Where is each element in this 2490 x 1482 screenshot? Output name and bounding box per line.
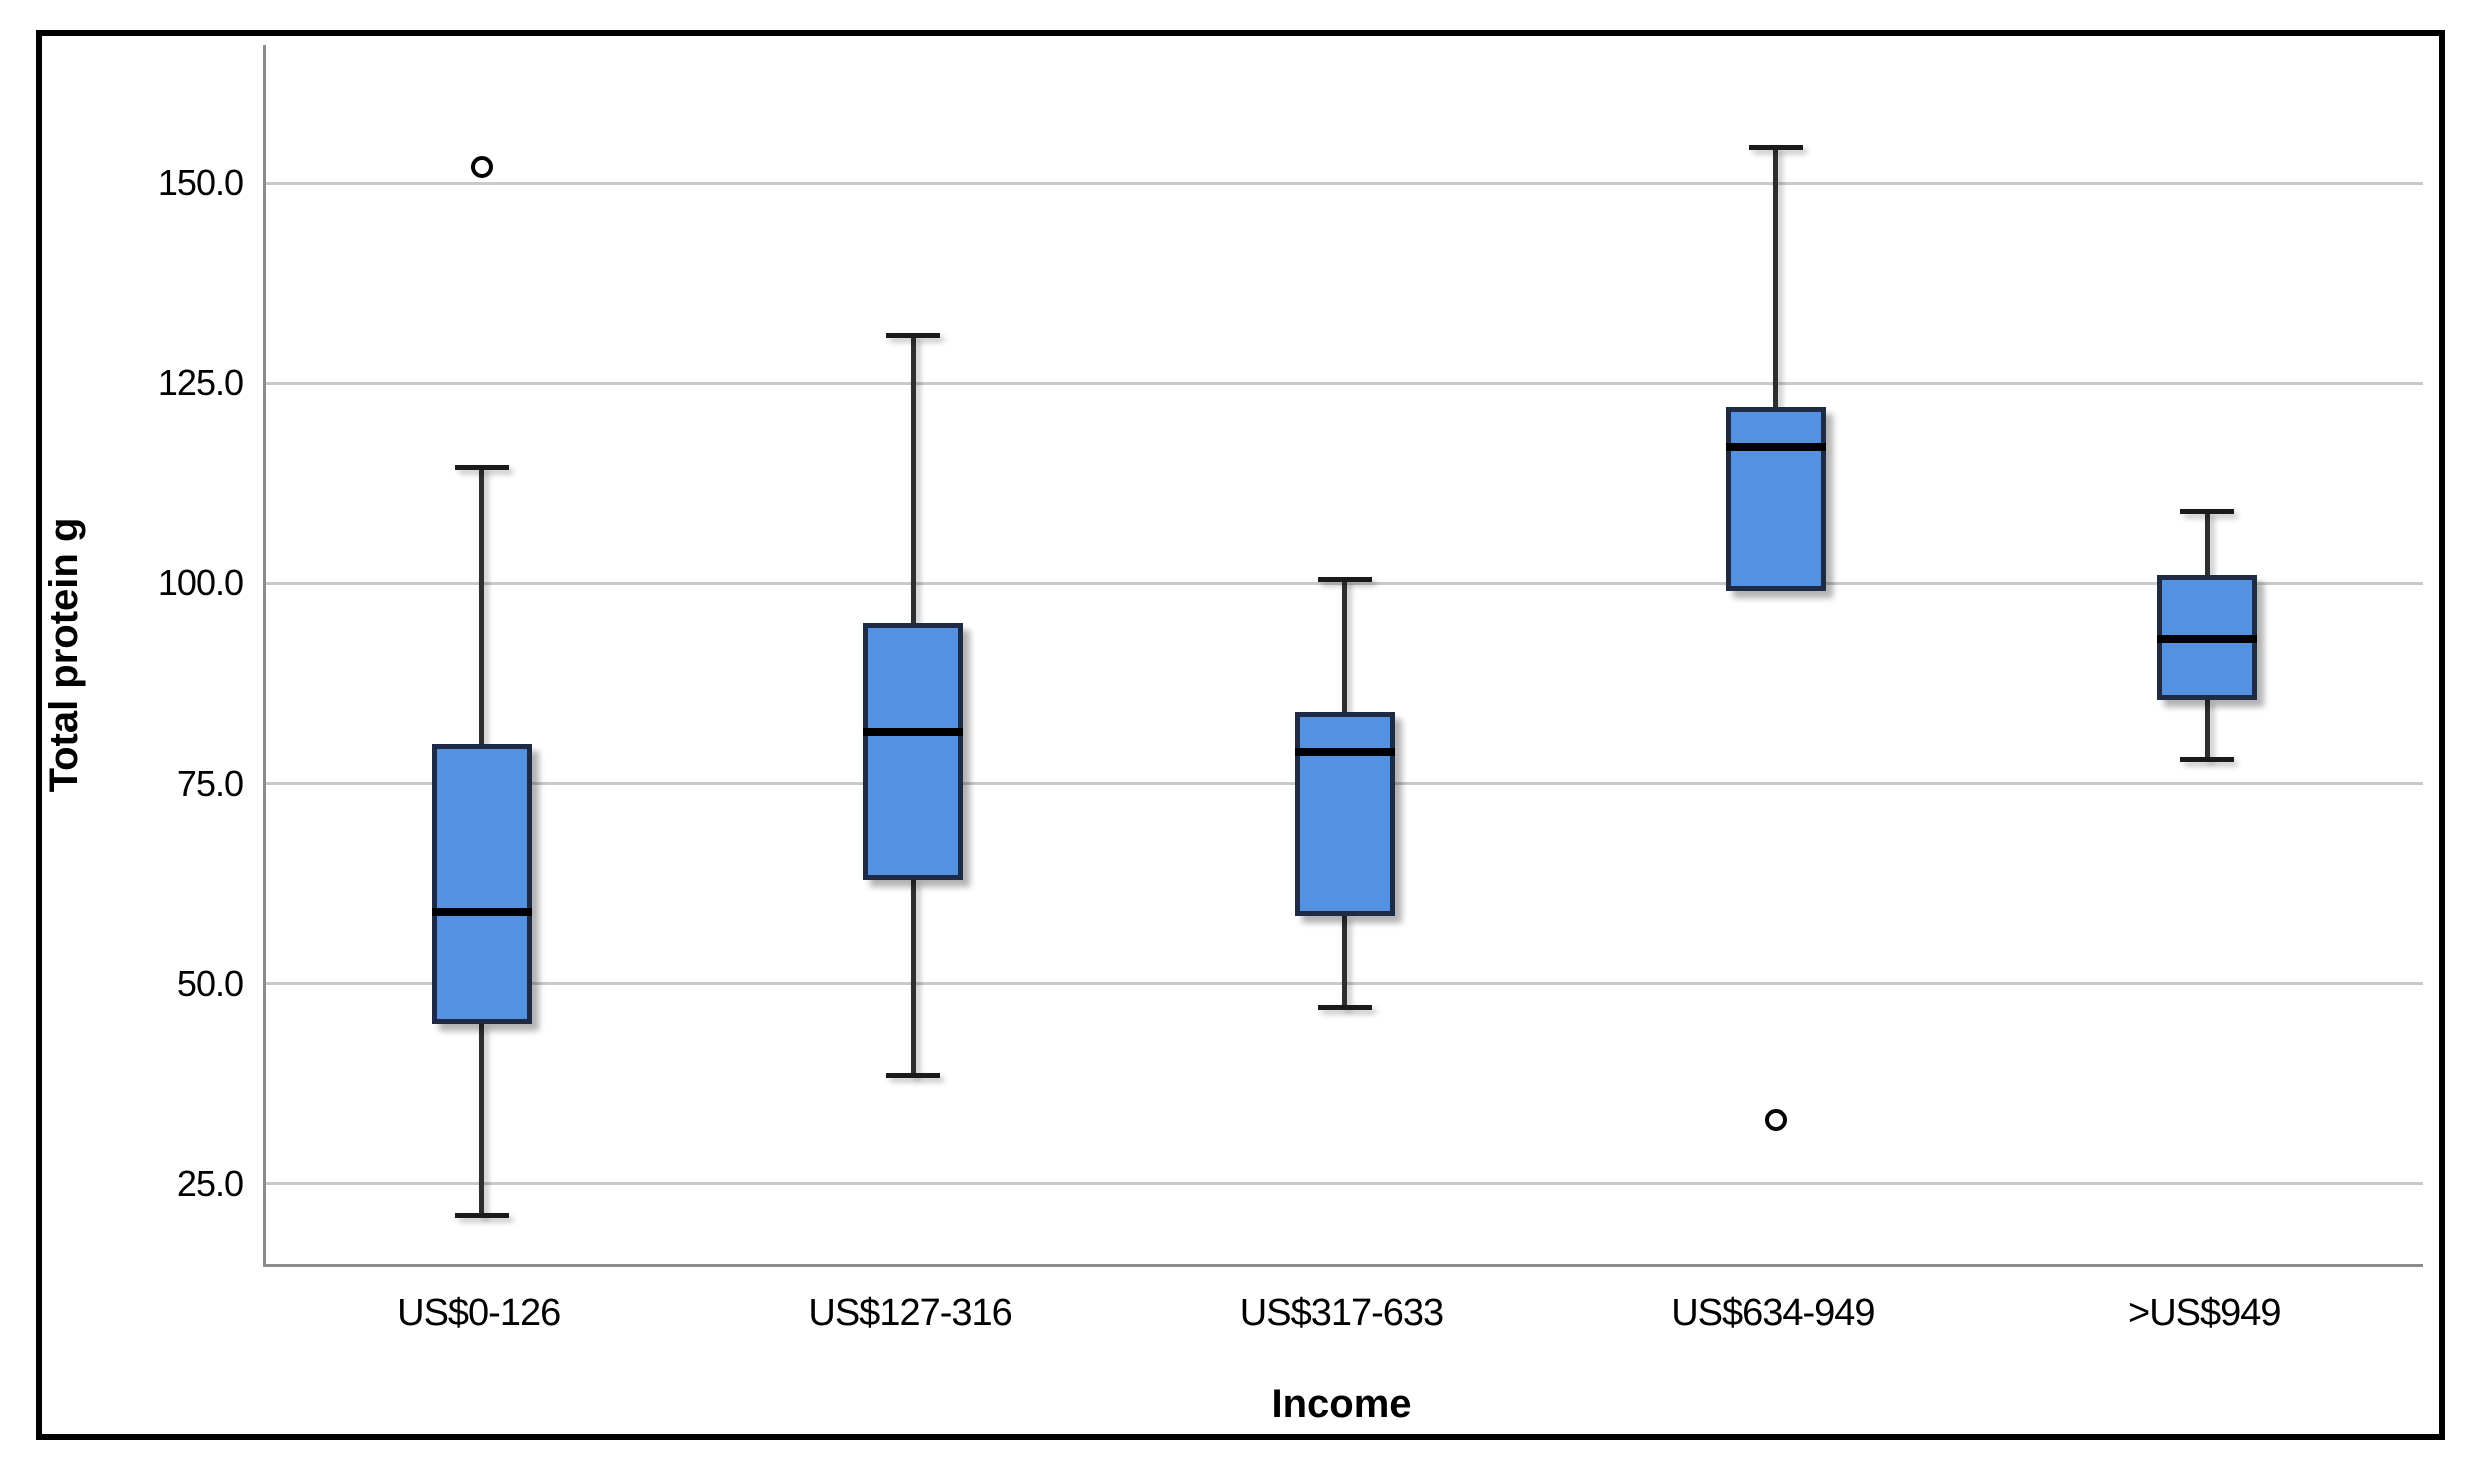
lower-whisker-line [479, 1023, 485, 1216]
lower-whisker-line [910, 879, 916, 1076]
median-line [431, 907, 532, 916]
gridline [266, 381, 2423, 385]
upper-whisker-cap [2180, 508, 2235, 514]
y-tick-label: 100.0 [157, 562, 244, 604]
upper-whisker-line [1773, 147, 1779, 408]
gridline [266, 181, 2423, 185]
x-category-label: US$0-126 [397, 1292, 561, 1334]
upper-whisker-cap [1748, 144, 1803, 150]
lower-whisker-cap [1317, 1005, 1372, 1011]
x-category-label: US$317-633 [1239, 1292, 1444, 1334]
lower-whisker-line [1342, 915, 1347, 1008]
y-axis-title: Total protein g [42, 517, 86, 792]
lower-whisker-cap [2180, 757, 2235, 763]
gridline [266, 1182, 2423, 1186]
upper-whisker-line [2204, 511, 2210, 576]
upper-whisker-cap [1317, 576, 1372, 582]
y-tick-label: 50.0 [176, 962, 244, 1004]
y-tick-label: 150.0 [157, 162, 244, 204]
upper-whisker-cap [454, 464, 509, 470]
lower-whisker-cap [454, 1213, 509, 1219]
median-line [863, 727, 964, 736]
figure-border [36, 30, 2445, 1440]
upper-whisker-line [910, 335, 916, 624]
x-axis-title: Income [1271, 1382, 1412, 1426]
box-iqr [1294, 711, 1395, 916]
y-tick-label: 125.0 [157, 362, 244, 404]
x-category-label: >US$949 [2128, 1292, 2282, 1334]
box-iqr [431, 743, 532, 1024]
x-category-label: US$634-949 [1671, 1292, 1875, 1334]
box-iqr [1725, 407, 1826, 592]
y-tick-label: 75.0 [176, 762, 244, 804]
plot-area [263, 45, 2423, 1267]
upper-whisker-line [1342, 579, 1347, 712]
y-tick-label: 25.0 [176, 1162, 244, 1204]
median-line [1725, 443, 1826, 452]
outlier-point [470, 156, 493, 179]
box-iqr [863, 623, 964, 880]
median-line [2157, 635, 2258, 644]
lower-whisker-line [2204, 699, 2210, 760]
upper-whisker-cap [886, 332, 941, 338]
upper-whisker-line [479, 467, 485, 744]
outlier-point [1764, 1108, 1787, 1131]
x-category-label: US$127-316 [808, 1292, 1012, 1334]
lower-whisker-cap [886, 1073, 941, 1079]
median-line [1294, 747, 1395, 756]
